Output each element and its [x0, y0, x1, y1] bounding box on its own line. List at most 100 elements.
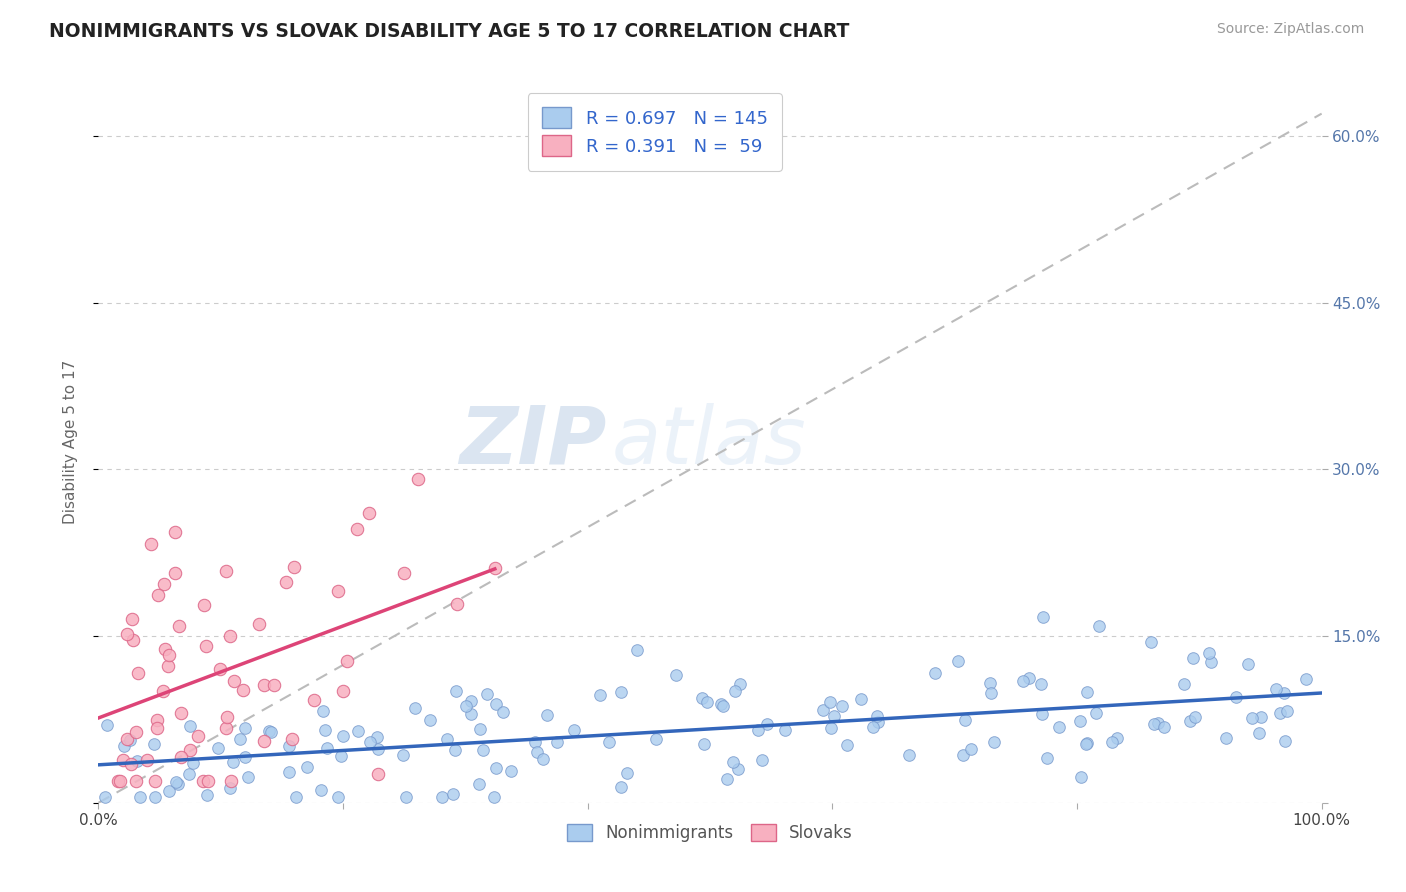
Text: ZIP: ZIP	[458, 402, 606, 481]
Point	[823, 709, 845, 723]
Point	[332, 729, 354, 743]
Point	[148, 588, 170, 602]
Point	[711, 698, 734, 713]
Point	[446, 597, 468, 611]
Point	[125, 725, 148, 739]
Point	[328, 790, 350, 805]
Point	[979, 676, 1001, 690]
Point	[835, 738, 858, 752]
Point	[1184, 710, 1206, 724]
Point	[236, 770, 259, 784]
Point	[831, 698, 853, 713]
Point	[127, 665, 149, 680]
Point	[229, 732, 252, 747]
Point	[897, 747, 920, 762]
Point	[146, 721, 169, 735]
Point	[367, 767, 389, 781]
Point	[1011, 673, 1033, 688]
Point	[359, 735, 381, 749]
Point	[367, 741, 389, 756]
Point	[484, 561, 506, 575]
Point	[115, 732, 138, 747]
Point	[257, 723, 280, 738]
Point	[1088, 619, 1111, 633]
Point	[195, 640, 218, 654]
Point	[247, 617, 270, 632]
Point	[315, 740, 337, 755]
Point	[395, 790, 418, 805]
Point	[165, 775, 187, 789]
Point	[295, 760, 318, 774]
Point	[187, 729, 209, 743]
Point	[167, 619, 190, 633]
Point	[626, 642, 648, 657]
Point	[924, 665, 946, 680]
Point	[110, 773, 132, 788]
Point	[125, 773, 148, 788]
Point	[153, 641, 176, 656]
Text: atlas: atlas	[612, 402, 807, 481]
Point	[709, 697, 731, 711]
Point	[219, 773, 242, 788]
Point	[215, 710, 238, 724]
Point	[167, 777, 190, 791]
Point	[281, 732, 304, 747]
Point	[366, 731, 388, 745]
Point	[112, 739, 135, 753]
Point	[1249, 726, 1271, 740]
Point	[1198, 646, 1220, 660]
Point	[404, 701, 426, 715]
Point	[170, 750, 193, 764]
Point	[181, 756, 204, 770]
Point	[309, 782, 332, 797]
Point	[207, 741, 229, 756]
Point	[721, 756, 744, 770]
Point	[177, 767, 200, 781]
Point	[468, 777, 491, 791]
Point	[1215, 731, 1237, 745]
Point	[868, 715, 890, 730]
Point	[304, 693, 326, 707]
Point	[94, 790, 117, 805]
Text: Source: ZipAtlas.com: Source: ZipAtlas.com	[1216, 22, 1364, 37]
Point	[531, 752, 554, 766]
Point	[716, 772, 738, 786]
Point	[359, 506, 381, 520]
Point	[346, 521, 368, 535]
Point	[208, 662, 231, 676]
Point	[818, 695, 841, 709]
Point	[195, 788, 218, 802]
Point	[492, 705, 515, 719]
Point	[1074, 737, 1097, 751]
Point	[314, 723, 336, 738]
Point	[222, 673, 245, 688]
Point	[222, 755, 245, 769]
Point	[193, 599, 215, 613]
Point	[215, 564, 238, 578]
Point	[546, 735, 568, 749]
Point	[430, 790, 453, 805]
Point	[115, 627, 138, 641]
Point	[218, 628, 240, 642]
Point	[232, 683, 254, 698]
Point	[849, 691, 872, 706]
Point	[1047, 720, 1070, 734]
Point	[1295, 672, 1317, 686]
Point	[444, 684, 467, 698]
Point	[1275, 704, 1298, 718]
Point	[312, 704, 335, 718]
Point	[1035, 751, 1057, 765]
Point	[1274, 734, 1296, 748]
Point	[645, 732, 668, 747]
Point	[219, 781, 242, 796]
Point	[773, 723, 796, 737]
Point	[122, 632, 145, 647]
Point	[1180, 714, 1202, 728]
Point	[121, 612, 143, 626]
Point	[747, 723, 769, 738]
Point	[1268, 706, 1291, 720]
Point	[756, 717, 779, 731]
Point	[692, 691, 714, 706]
Point	[665, 668, 688, 682]
Point	[278, 739, 301, 753]
